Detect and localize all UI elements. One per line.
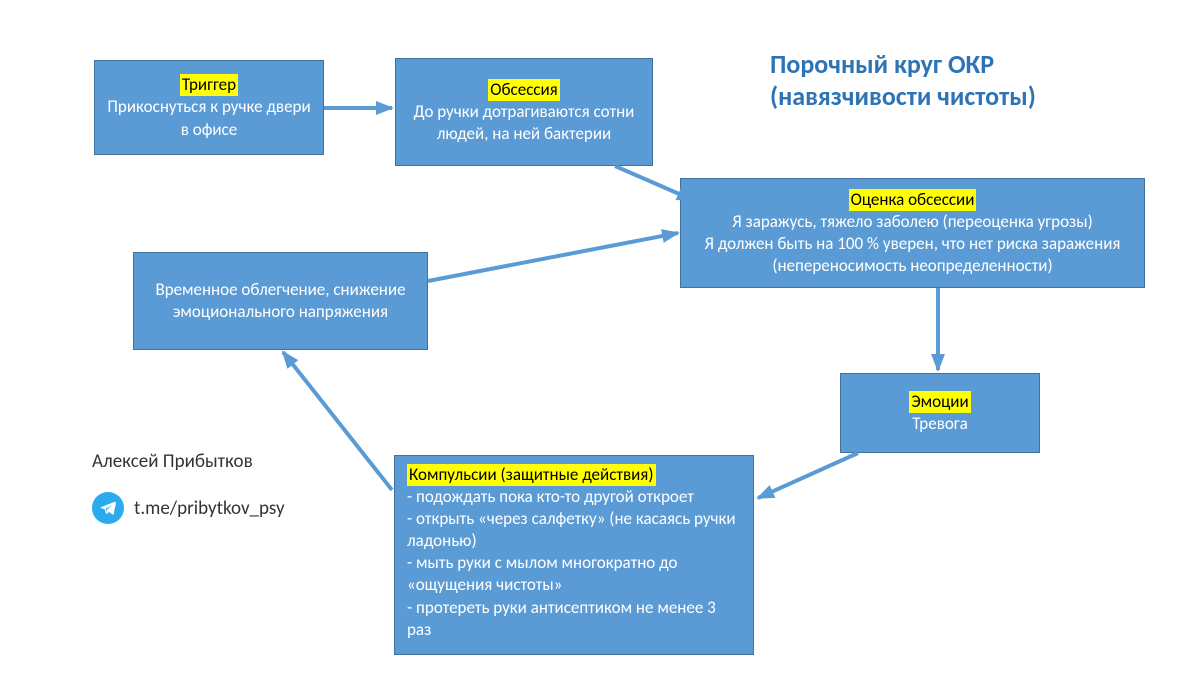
- node-trigger-body: Прикоснуться к ручке двери в офисе: [107, 96, 311, 140]
- edge-relief-appraisal: [428, 233, 678, 281]
- node-emotions-heading: Эмоции: [909, 391, 970, 413]
- edge-emotions-compuls: [758, 453, 858, 498]
- node-appraisal-body: Я заражусь, тяжело заболею (переоценка у…: [693, 211, 1132, 277]
- node-trigger-heading: Триггер: [180, 74, 238, 96]
- node-obsession: Обсессия До ручки дотрагиваются сотни лю…: [395, 58, 653, 166]
- node-relief: Временное облегчение, снижение эмоционал…: [133, 252, 428, 350]
- author-link-text[interactable]: t.me/pribytkov_psy: [134, 497, 285, 520]
- author-name: Алексей Прибытков: [92, 450, 253, 473]
- node-compulsions-heading: Компульсии (защитные действия): [407, 464, 656, 486]
- node-compulsions-body: - подождать пока кто-то другой откроет -…: [407, 486, 741, 641]
- node-obsession-heading: Обсессия: [488, 79, 560, 101]
- node-appraisal-heading: Оценка обсессии: [849, 189, 977, 211]
- node-appraisal: Оценка обсессии Я заражусь, тяжело забол…: [680, 178, 1145, 288]
- title-line1: Порочный круг ОКР: [770, 48, 1036, 80]
- node-relief-body: Временное облегчение, снижение эмоционал…: [146, 279, 415, 323]
- edge-compuls-relief: [283, 352, 392, 490]
- node-compulsions: Компульсии (защитные действия) - подожда…: [394, 455, 754, 655]
- node-emotions-body: Тревога: [912, 413, 968, 435]
- author-link-row: t.me/pribytkov_psy: [92, 492, 285, 524]
- node-trigger: Триггер Прикоснуться к ручке двери в офи…: [94, 60, 324, 155]
- telegram-icon: [92, 492, 124, 524]
- node-obsession-body: До ручки дотрагиваются сотни людей, на н…: [408, 101, 640, 145]
- node-emotions: Эмоции Тревога: [840, 373, 1040, 453]
- title-line2: (навязчивости чистоты): [770, 80, 1036, 112]
- diagram-title: Порочный круг ОКР (навязчивости чистоты): [770, 48, 1036, 112]
